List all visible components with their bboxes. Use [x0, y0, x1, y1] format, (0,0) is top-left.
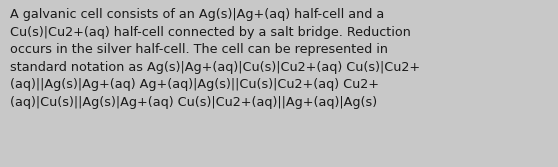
- Text: A galvanic cell consists of an Ag(s)|Ag+(aq) half-cell and a
Cu(s)|Cu2+(aq) half: A galvanic cell consists of an Ag(s)|Ag+…: [10, 8, 420, 109]
